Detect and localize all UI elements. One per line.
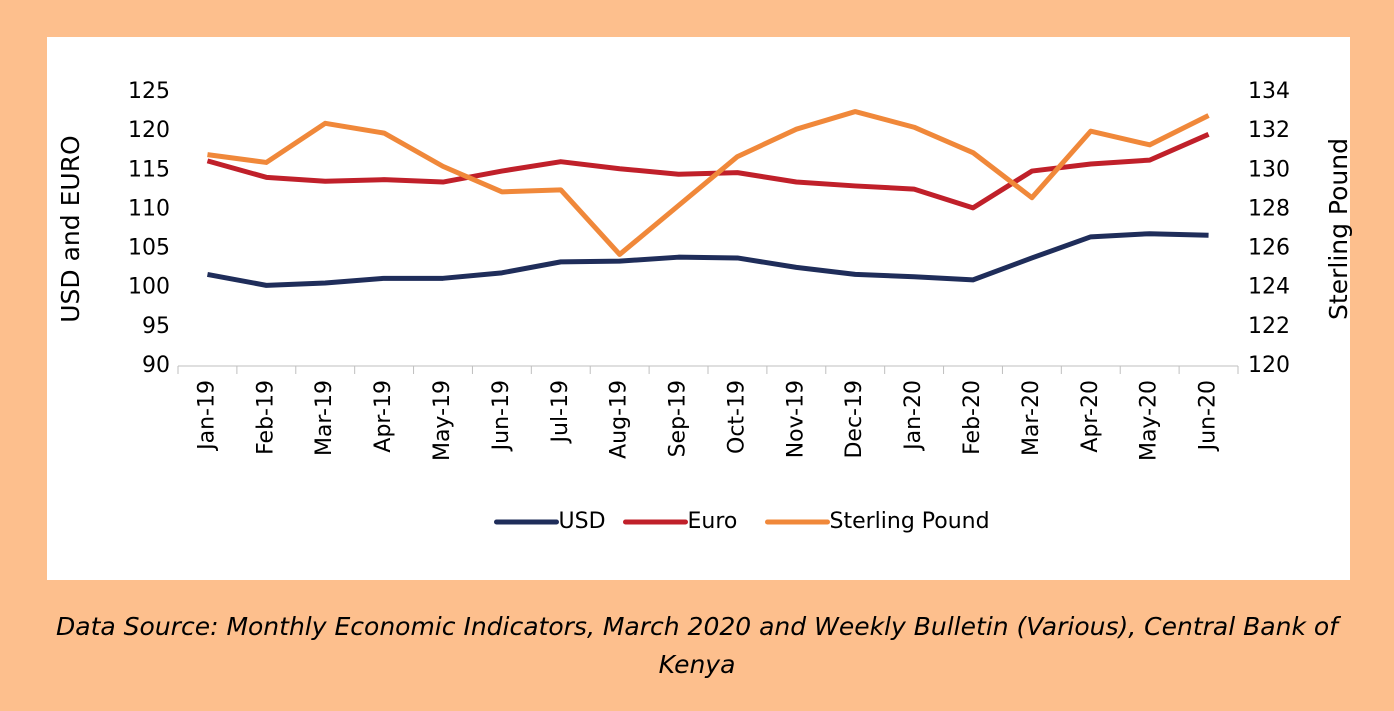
- y-tick-label: 110: [128, 196, 170, 221]
- x-tick-label: Mar-20: [1019, 380, 1044, 456]
- x-tick-label: Sep-19: [666, 380, 691, 457]
- y2-tick-label: 132: [1248, 118, 1290, 143]
- x-tick-label: May-19: [430, 380, 455, 461]
- series-line: [206, 231, 1209, 288]
- x-tick-label: May-20: [1137, 380, 1162, 461]
- y-axis-title: USD and EURO: [56, 135, 85, 323]
- x-tick-label: Feb-19: [253, 380, 278, 455]
- y2-tick-label: 120: [1248, 353, 1290, 378]
- y2-tick-label: 130: [1248, 157, 1290, 182]
- x-tick-label: Apr-20: [1078, 380, 1103, 453]
- y2-tick-label: 122: [1248, 314, 1290, 339]
- x-tick-label: Dec-19: [842, 380, 867, 459]
- y-tick-label: 90: [142, 353, 170, 378]
- caption: Data Source: Monthly Economic Indicators…: [56, 612, 1338, 679]
- series-line: [206, 131, 1210, 211]
- x-tick-label: Jan-19: [194, 380, 219, 452]
- legend-label: Euro: [688, 509, 738, 534]
- legend-label: Sterling Pound: [830, 509, 990, 534]
- y2-tick-label: 128: [1248, 196, 1290, 221]
- y2-tick-label: 124: [1248, 275, 1290, 300]
- y-tick-label: 125: [128, 79, 170, 104]
- x-tick-label: Oct-19: [724, 380, 749, 454]
- y-tick-label: 95: [142, 314, 170, 339]
- x-tick-label: Aug-19: [607, 380, 632, 459]
- x-tick-label: Nov-19: [783, 380, 808, 458]
- x-tick-label: Jun-20: [1196, 380, 1221, 452]
- legend-label: USD: [559, 509, 606, 534]
- chart: USD and EURO Sterling Pound 90 95 100 105 11…: [56, 79, 1353, 534]
- x-tick-label: Jan-20: [901, 380, 926, 452]
- y-tick-label: 100: [128, 275, 170, 300]
- series-line: [207, 109, 1210, 257]
- chart-panel: [47, 37, 1350, 580]
- y2-tick-label: 134: [1248, 79, 1290, 104]
- x-tick-label: Mar-19: [312, 380, 337, 456]
- x-tick-label: Apr-19: [371, 380, 396, 453]
- x-tick-label: Feb-20: [960, 380, 985, 455]
- y-tick-label: 105: [128, 236, 170, 261]
- y2-tick-label: 126: [1248, 236, 1290, 261]
- y-tick-label: 115: [128, 157, 170, 182]
- x-tick-label: Jul-19: [548, 380, 573, 444]
- y-tick-label: 120: [128, 118, 170, 143]
- y2-axis-title: Sterling Pound: [1324, 138, 1353, 320]
- x-tick-label: Jun-19: [489, 380, 514, 452]
